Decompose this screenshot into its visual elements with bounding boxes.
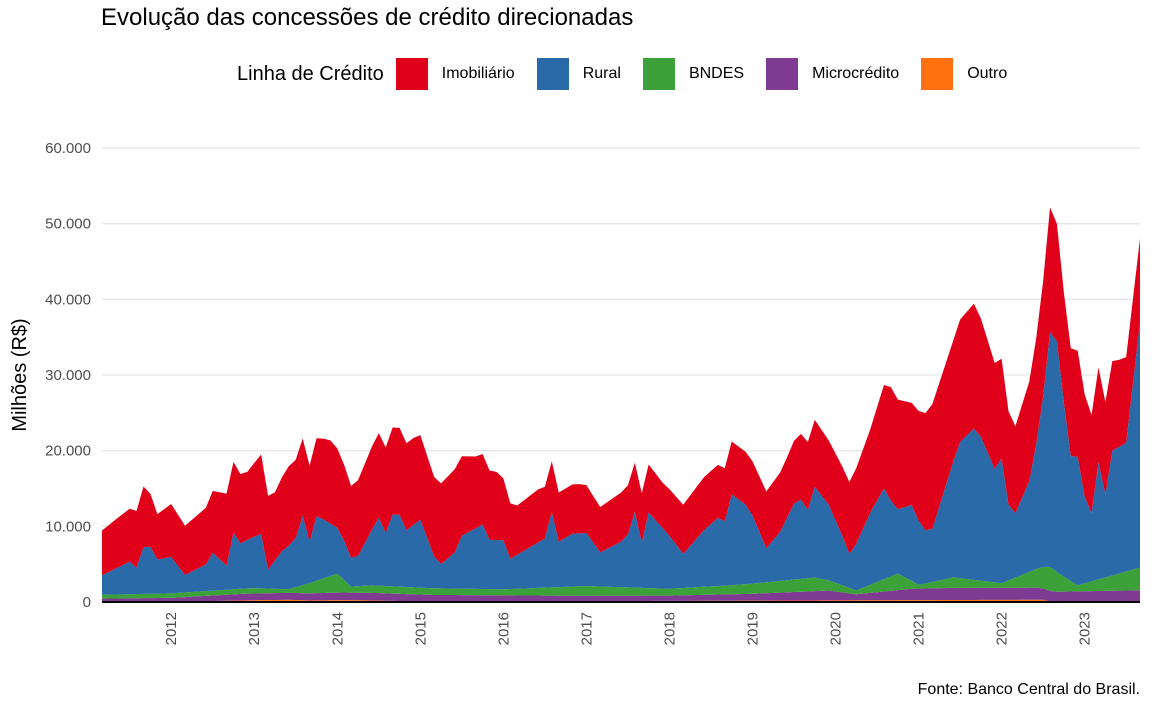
legend-item-imobiliario: Imobiliário bbox=[395, 58, 515, 90]
y-tick-label: 30.000 bbox=[45, 367, 91, 384]
x-tick-label: 2012 bbox=[163, 612, 180, 645]
y-axis-title: Milhões (R$) bbox=[9, 318, 31, 431]
x-tick-label: 2015 bbox=[412, 612, 429, 645]
area-imobiliario bbox=[102, 207, 1140, 576]
chart-title: Evolução das concessões de crédito direc… bbox=[101, 4, 634, 31]
y-tick-label: 20.000 bbox=[45, 443, 91, 460]
legend-title: Linha de Crédito bbox=[237, 62, 384, 85]
y-tick-label: 50.000 bbox=[45, 216, 91, 233]
x-tick-label: 2022 bbox=[994, 612, 1011, 645]
area-rural bbox=[102, 321, 1140, 595]
x-tick-label: 2017 bbox=[578, 612, 595, 645]
x-tick-label: 2014 bbox=[329, 612, 346, 645]
legend-item-bndes: BNDES bbox=[642, 58, 745, 90]
legend-item-rural: Rural bbox=[536, 58, 621, 90]
legend-item-microcredito: Microcrédito bbox=[766, 58, 899, 90]
legend: Linha de Crédito Imobiliário Rural BNDES… bbox=[237, 58, 1029, 90]
y-tick-label: 40.000 bbox=[45, 291, 91, 308]
y-tick-label: 60.000 bbox=[45, 140, 91, 157]
legend-swatch bbox=[921, 58, 954, 90]
legend-swatch bbox=[395, 58, 428, 90]
legend-label: Microcrédito bbox=[812, 65, 900, 82]
legend-swatch bbox=[766, 58, 799, 90]
x-tick-label: 2013 bbox=[246, 612, 263, 645]
area-microcredito bbox=[102, 587, 1140, 602]
area-bndes bbox=[102, 566, 1140, 599]
y-tick-label: 10.000 bbox=[45, 518, 91, 535]
legend-label: Outro bbox=[967, 65, 1008, 82]
axes: 0 10.000 20.000 30.000 40.000 50.000 60.000 201… bbox=[45, 140, 1140, 645]
y-tick-label: 0 bbox=[83, 594, 91, 611]
area-series bbox=[102, 207, 1140, 602]
x-tick-label: 2019 bbox=[744, 612, 761, 645]
x-tick-label: 2016 bbox=[495, 612, 512, 645]
legend-swatch bbox=[642, 58, 675, 90]
x-tick-label: 2018 bbox=[661, 612, 678, 645]
x-tick-label: 2023 bbox=[1077, 612, 1094, 645]
legend-label: BNDES bbox=[688, 65, 745, 82]
legend-label: Rural bbox=[582, 65, 621, 82]
source-caption: Fonte: Banco Central do Brasil. bbox=[917, 681, 1140, 698]
legend-swatch bbox=[536, 58, 569, 90]
legend-item-outro: Outro bbox=[921, 58, 1007, 90]
x-tick-label: 2021 bbox=[911, 612, 928, 645]
x-tick-label: 2020 bbox=[828, 612, 845, 645]
legend-label: Imobiliário bbox=[441, 65, 515, 82]
